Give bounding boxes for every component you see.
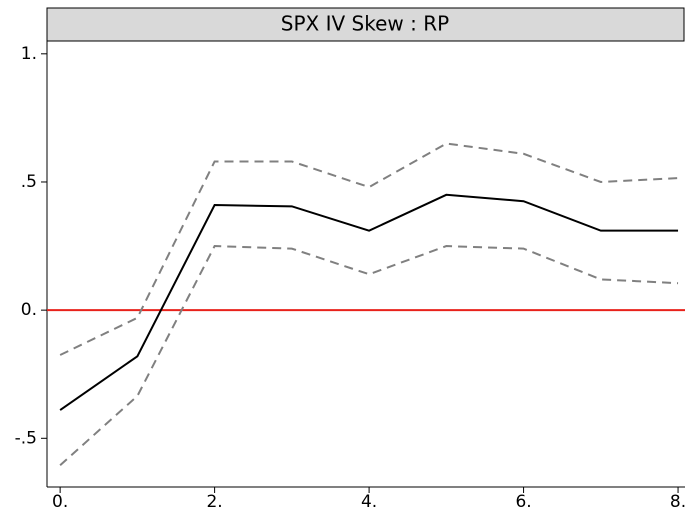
chart-title: SPX IV Skew : RP bbox=[281, 12, 449, 36]
y-tick-label: .5 bbox=[21, 172, 37, 192]
series-line bbox=[59, 142, 679, 356]
y-tick-label: 1. bbox=[21, 44, 37, 64]
x-tick-label: 2. bbox=[206, 492, 222, 508]
series-line bbox=[59, 245, 679, 466]
x-tick-label: 6. bbox=[515, 492, 531, 508]
series-line bbox=[59, 193, 679, 411]
y-tick-label: 0. bbox=[21, 300, 37, 320]
title-band bbox=[46, 7, 685, 42]
x-tick-label: 8. bbox=[670, 492, 685, 508]
x-tick-label: 4. bbox=[361, 492, 377, 508]
y-tick-label: -.5 bbox=[15, 428, 37, 448]
x-tick-label: 0. bbox=[52, 492, 68, 508]
